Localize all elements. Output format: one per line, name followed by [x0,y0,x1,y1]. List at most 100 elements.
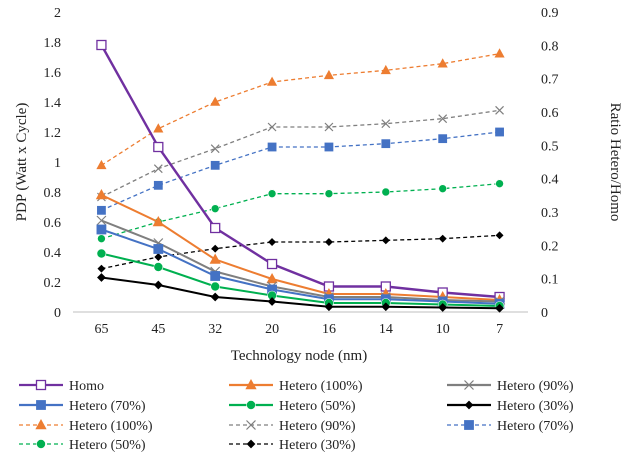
data-point [438,303,448,312]
x-tick-label: 45 [151,322,165,337]
legend-item: Hetero (30%) [229,438,356,453]
data-point [210,281,220,292]
legend-label: Homo [69,379,104,394]
data-point [210,96,221,106]
legend-swatch-marker [246,400,256,410]
series-line [101,276,500,310]
data-point [268,238,277,246]
data-point [267,122,277,132]
legend-item: Hetero (50%) [229,399,356,414]
y-tick-label: 1.2 [44,126,62,141]
data-point [154,253,163,261]
x-axis-title: Technology node (nm) [231,348,367,364]
legend-swatch-marker [36,400,46,410]
data-point [211,244,220,253]
series-6 [96,48,505,170]
series-10 [97,231,504,273]
data-point [267,297,277,306]
data-point [495,179,504,188]
data-point [95,188,108,200]
legend-label: Hetero (50%) [69,438,146,453]
data-point [438,134,448,144]
legend-item: Hetero (90%) [447,379,574,394]
y-tick-label: 1 [54,156,61,171]
data-point [209,253,221,264]
data-point [266,76,278,86]
x-tick-label: 20 [265,322,279,337]
legend-label: Hetero (70%) [69,399,146,414]
legend-swatch-marker [464,420,474,430]
data-point [210,222,221,234]
data-point [380,64,391,75]
legend-swatch-marker [245,378,257,390]
data-point [495,105,504,115]
data-point [97,234,106,243]
y-tick-label: 1.8 [44,36,62,51]
legend-item: Hetero (70%) [19,399,146,414]
legend-swatch-marker [246,439,256,449]
y-axis-title: PDP (Watt x Cycle) [14,103,30,222]
data-point [210,204,220,213]
data-point [153,262,164,272]
data-point [97,273,106,282]
data-point [267,189,277,198]
legend-label: Hetero (100%) [69,419,153,434]
x-tick-label: 14 [379,322,393,337]
data-point [96,215,107,226]
y2-tick-label: 0 [541,306,548,321]
legend-swatch-marker [464,400,474,410]
data-point [324,122,334,132]
data-point [267,142,277,152]
x-tick-label: 16 [322,322,336,337]
data-point [153,280,163,290]
data-point [210,144,220,154]
data-point [324,302,334,312]
data-point [437,58,448,68]
data-point [438,114,448,124]
legend-item: Hetero (70%) [447,419,574,434]
legend-label: Hetero (30%) [279,438,356,453]
data-point [153,164,163,174]
data-point [96,224,107,235]
y2-tick-label: 0.6 [541,106,559,121]
data-point [266,258,278,270]
data-point [210,271,221,281]
legend-item: Hetero (30%) [447,399,574,414]
series-line [101,194,500,301]
data-point [381,187,391,197]
data-point [96,248,107,259]
legend-label: Hetero (50%) [279,399,356,414]
series-line [101,183,500,240]
data-point [153,180,163,190]
data-point [438,184,447,193]
y-tick-label: 0.8 [44,186,62,201]
x-tick-label: 7 [496,322,503,337]
data-point [495,127,504,137]
data-point [96,159,107,170]
y2-tick-label: 0.2 [541,239,559,254]
data-point [495,303,504,313]
data-point [266,272,278,284]
data-point [324,238,333,246]
legend-item: Hetero (100%) [229,378,363,394]
series-8 [97,127,504,215]
legend-swatch-marker [35,379,47,391]
data-point [381,236,390,245]
data-point [97,264,106,273]
y2-tick-label: 0.9 [541,6,559,21]
y-tick-label: 0.2 [44,276,62,291]
data-point [210,160,220,170]
y2-tick-label: 0.4 [541,173,559,188]
data-point [324,142,334,152]
series-line [101,219,500,303]
y-tick-label: 0 [54,306,61,321]
legend: Homo Hetero (100%) Hetero (90%) Hetero (70%… [19,378,574,453]
legend-swatch-marker [464,380,474,390]
series-line [101,53,500,166]
series-line [100,44,500,299]
y-tick-label: 0.4 [44,246,62,261]
series-line [101,131,500,211]
y-tick-label: 1.6 [44,66,62,81]
y2-tick-label: 0.1 [541,273,559,288]
